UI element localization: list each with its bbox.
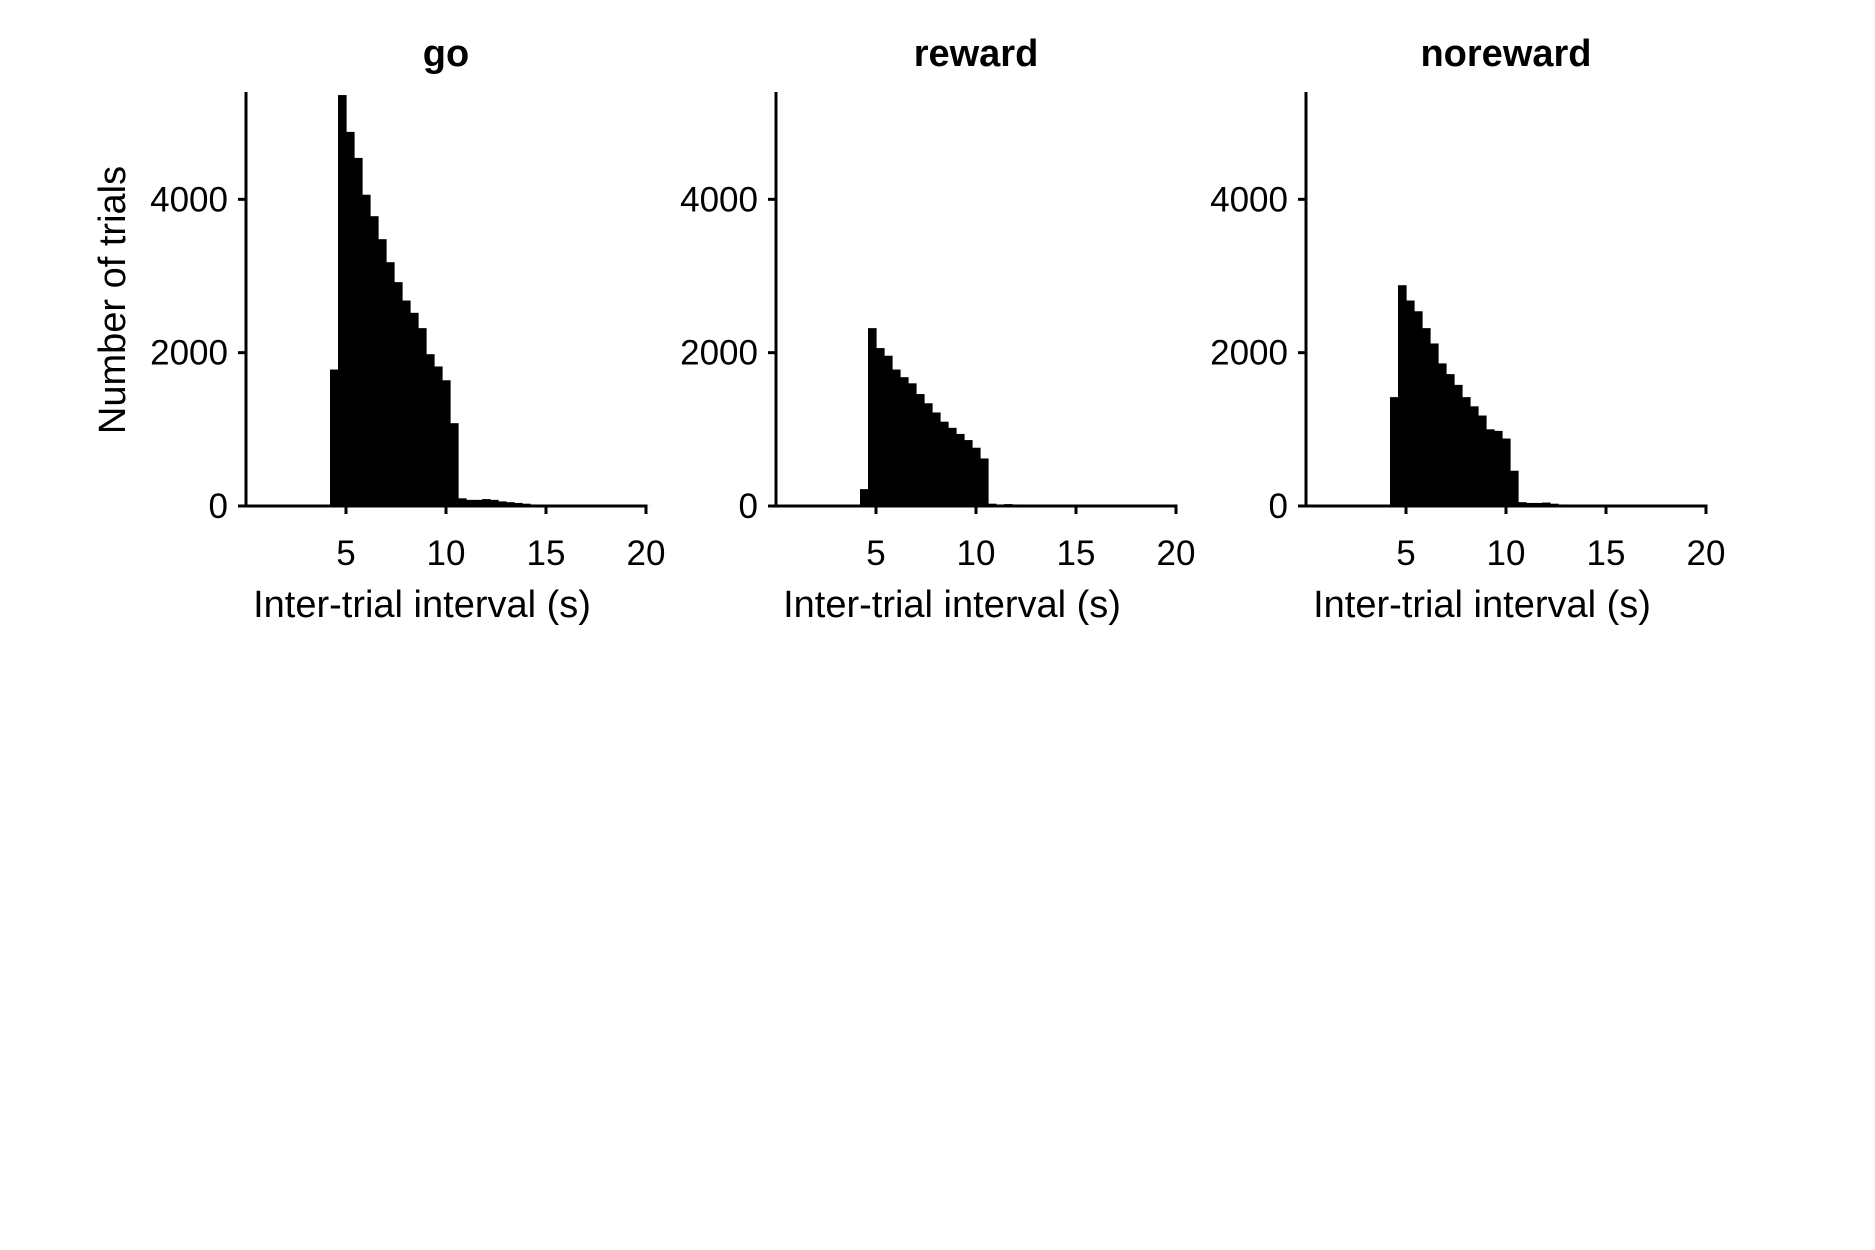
histogram-bar: [860, 489, 869, 506]
histogram-bar: [450, 423, 459, 506]
histogram-bar: [900, 377, 909, 506]
y-tick-label: 4000: [1210, 180, 1288, 219]
histogram-bar: [980, 458, 989, 506]
panel-title: go: [423, 33, 469, 75]
x-tick-label: 15: [1587, 534, 1626, 573]
histogram-bar: [1430, 343, 1439, 506]
histogram-bar: [362, 194, 371, 507]
y-tick-label: 2000: [1210, 334, 1288, 373]
histogram-bar: [426, 354, 435, 506]
histogram-bar: [956, 433, 965, 506]
y-tick-label: 4000: [150, 180, 228, 219]
histogram-bar: [386, 262, 395, 506]
histogram-bar: [972, 447, 981, 506]
histogram-bar: [1494, 430, 1503, 506]
x-tick-label: 15: [1057, 534, 1096, 573]
y-tick-label: 0: [1269, 487, 1288, 526]
histogram-bar: [908, 383, 917, 506]
histogram-bar: [916, 394, 925, 506]
y-tick-label: 4000: [680, 180, 758, 219]
y-tick-label: 2000: [150, 334, 228, 373]
histogram-bar: [418, 328, 427, 506]
histogram-bar: [1510, 470, 1519, 506]
histogram-bar: [1486, 429, 1495, 506]
histogram-bar: [346, 131, 355, 506]
histogram-bar: [1438, 363, 1447, 506]
histogram-bar: [490, 499, 499, 506]
histogram-bar: [458, 498, 467, 506]
x-tick-label: 10: [1487, 534, 1526, 573]
histogram-bar: [1398, 285, 1407, 506]
histogram-bar: [1478, 415, 1487, 506]
histogram-bar: [868, 328, 877, 506]
panel-go: go 0 2000 4000 5 10 15 20 Inter-trial interval (…: [150, 33, 665, 626]
histogram-bar: [940, 421, 949, 506]
histogram-bar: [1454, 384, 1463, 506]
histogram-bar: [964, 440, 973, 506]
x-tick-label: 10: [957, 534, 996, 573]
histogram-bar: [948, 427, 957, 506]
histogram-bar: [932, 412, 941, 506]
histogram-bar: [876, 348, 885, 506]
histogram-bar: [1390, 397, 1399, 506]
x-axis-label: Inter-trial interval (s): [1313, 584, 1651, 626]
histogram-bar: [330, 369, 339, 506]
histogram-bar: [482, 499, 491, 506]
histogram-bar: [410, 312, 419, 506]
histogram-bar: [370, 216, 379, 506]
histogram-bar: [394, 282, 403, 506]
histogram-bar: [506, 502, 515, 506]
panel-reward: reward 0 2000 4000 5 10 15 20 Inter-trial interv…: [680, 33, 1195, 626]
panel-title: reward: [914, 33, 1039, 75]
histogram-bar: [514, 502, 523, 506]
x-tick-label: 20: [627, 534, 666, 573]
histogram-bar: [498, 501, 507, 506]
histogram-bar: [338, 95, 347, 506]
histogram-bar: [474, 499, 483, 506]
x-tick-label: 5: [866, 534, 885, 573]
histogram-bar: [1414, 311, 1423, 506]
y-axis-label: Number of trials: [92, 166, 134, 434]
histogram-bar: [1470, 406, 1479, 506]
x-tick-label: 20: [1687, 534, 1726, 573]
histogram-bar: [378, 239, 387, 506]
histogram-bar: [1526, 502, 1535, 506]
y-tick-label: 2000: [680, 334, 758, 373]
histogram-bar: [442, 380, 451, 506]
y-tick-label: 0: [209, 487, 228, 526]
x-tick-label: 15: [527, 534, 566, 573]
histogram-bar: [466, 499, 475, 506]
histogram-bar: [1518, 502, 1527, 506]
panel-noreward: noreward 0 2000 4000 5 10 15 20 Inter-trial inte…: [1210, 33, 1725, 626]
x-tick-label: 20: [1157, 534, 1196, 573]
histogram-bar: [1422, 328, 1431, 506]
histogram-bar: [1542, 502, 1551, 506]
x-tick-label: 10: [427, 534, 466, 573]
histogram-bar: [1502, 438, 1511, 506]
histogram-bar: [1406, 300, 1415, 506]
histogram-bar: [1446, 374, 1455, 506]
histogram-bar: [354, 157, 363, 506]
histogram-bar: [1462, 397, 1471, 506]
histogram-bar: [884, 355, 893, 506]
x-tick-label: 5: [336, 534, 355, 573]
x-tick-label: 5: [1396, 534, 1415, 573]
histogram-bar: [434, 366, 443, 506]
x-axis-label: Inter-trial interval (s): [783, 584, 1121, 626]
panel-title: noreward: [1420, 33, 1591, 75]
y-tick-label: 0: [739, 487, 758, 526]
histogram-bar: [1534, 502, 1543, 506]
histogram-bar: [892, 369, 901, 506]
histogram-bar: [402, 300, 411, 506]
x-axis-label: Inter-trial interval (s): [253, 584, 591, 626]
histogram-bar: [924, 403, 933, 506]
